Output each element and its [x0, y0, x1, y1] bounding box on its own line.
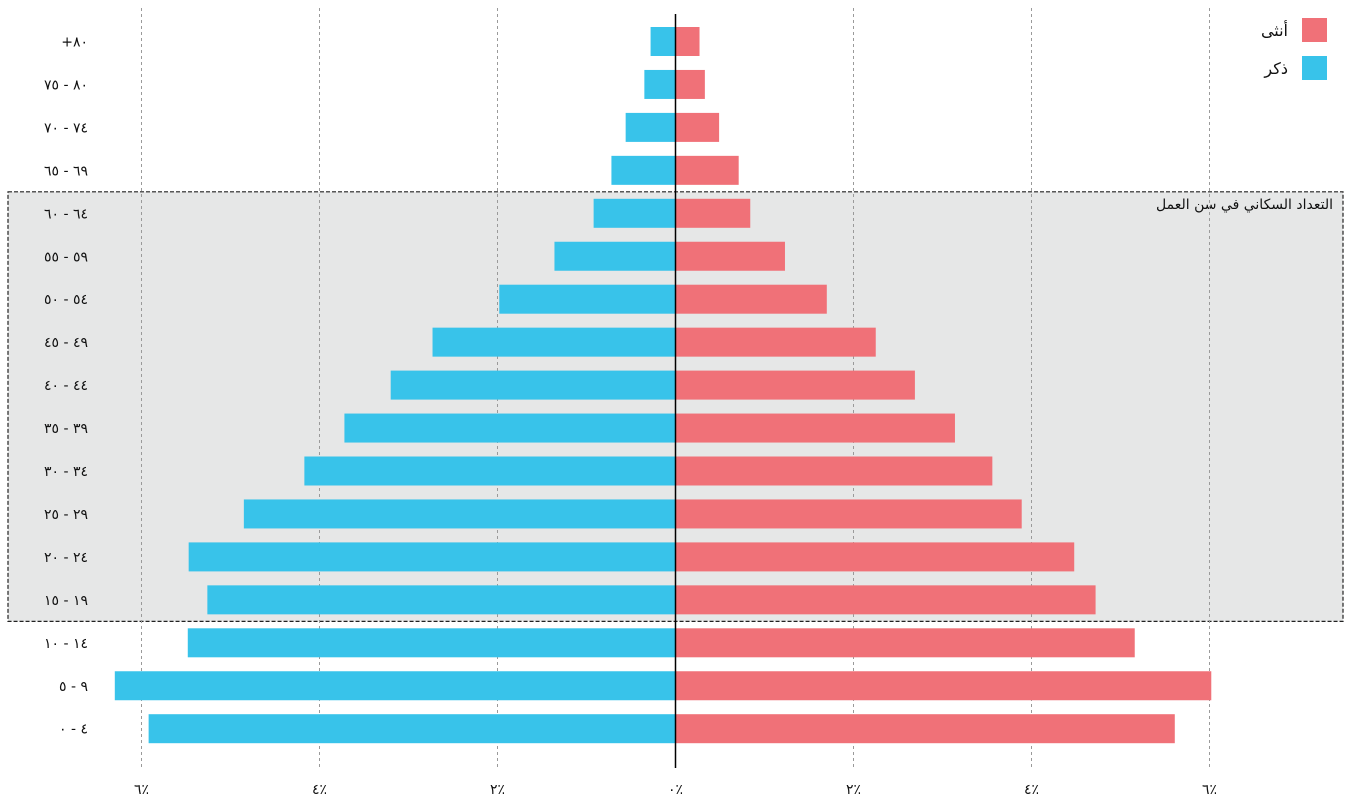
bar-female [675, 413, 955, 443]
age-labels: +٨٠ ٨٠ - ٧٥ ٧٤ - ٧٠ ٦٩ - ٦٥ ٦٤ - ٦٠ ٥٩ - ٥٥ ٥٤… [44, 35, 88, 738]
age-label: ٣٩ - ٣٥ [44, 421, 88, 437]
bar-female [675, 456, 993, 486]
age-label: ٦٤ - ٦٠ [44, 206, 88, 222]
bar-female [675, 155, 739, 185]
bar-female [675, 112, 720, 142]
bar-male [644, 69, 676, 99]
age-label: +٨٠ [61, 35, 88, 51]
bar-female [675, 327, 876, 357]
bar-male [650, 27, 676, 56]
bar-male [499, 284, 676, 314]
bar-female [675, 585, 1096, 615]
legend-label: ذكر [1263, 59, 1288, 79]
bar-male [187, 628, 676, 658]
age-label: ٦٩ - ٦٥ [44, 163, 88, 179]
bar-female [675, 198, 751, 228]
bar-female [675, 542, 1075, 572]
bar-male [432, 327, 676, 357]
x-tick-label: ٢٪ [846, 782, 861, 798]
bar-female [675, 284, 827, 314]
bar-male [207, 585, 676, 615]
bar-male [243, 499, 676, 529]
age-label: ٣٤ - ٣٠ [44, 464, 88, 480]
age-label: ٥٤ - ٥٠ [44, 292, 88, 308]
age-label: ٥٩ - ٥٥ [44, 249, 88, 265]
age-label: ١٩ - ١٥ [44, 593, 88, 609]
bar-male [593, 198, 676, 228]
bar-female [675, 241, 785, 271]
bar-female [675, 499, 1022, 529]
bar-female [675, 714, 1175, 744]
bar-male [611, 155, 676, 185]
bars [114, 27, 1212, 744]
age-label: ٧٤ - ٧٠ [44, 120, 88, 136]
x-tick-label: ٠٪ [668, 782, 683, 798]
bar-female [675, 27, 700, 56]
x-tick-labels: ٦٪ ٤٪ ٢٪ ٠٪ ٢٪ ٤٪ ٦٪ [134, 782, 1217, 798]
bar-male [114, 671, 676, 701]
bar-male [304, 456, 676, 486]
bar-male [188, 542, 676, 572]
age-label: ٤٩ - ٤٥ [44, 335, 88, 351]
legend: أنثى ذكر [1261, 18, 1327, 80]
legend-label: أنثى [1261, 20, 1288, 40]
legend-swatch [1302, 56, 1327, 80]
x-tick-label: ٢٪ [490, 782, 505, 798]
x-tick-label: ٦٪ [1202, 782, 1217, 798]
bar-female [675, 69, 705, 99]
age-label: ٩ - ٥ [59, 679, 88, 695]
bar-male [625, 112, 676, 142]
age-label: ٢٩ - ٢٥ [44, 507, 88, 523]
bar-male [554, 241, 676, 271]
bar-male [390, 370, 676, 400]
age-label: ٤ - ٠ [59, 722, 88, 738]
bar-female [675, 671, 1212, 701]
bar-female [675, 628, 1135, 658]
age-label: ١٤ - ١٠ [44, 636, 88, 652]
age-label: ٢٤ - ٢٠ [44, 550, 88, 566]
x-tick-label: ٤٪ [312, 782, 327, 798]
bar-female [675, 370, 915, 400]
x-tick-label: ٦٪ [134, 782, 149, 798]
bar-male [148, 714, 676, 744]
legend-swatch [1302, 18, 1327, 42]
bar-male [344, 413, 676, 443]
highlight-label: التعداد السكاني في سن العمل [1156, 197, 1333, 213]
age-label: ٤٤ - ٤٠ [44, 378, 88, 394]
x-tick-label: ٤٪ [1024, 782, 1039, 798]
age-label: ٨٠ - ٧٥ [44, 77, 88, 93]
